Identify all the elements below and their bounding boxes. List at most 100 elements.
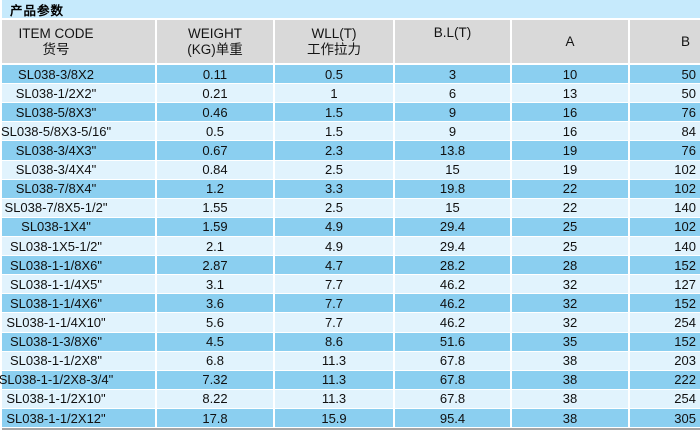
- cell-weight: 0.21: [155, 84, 273, 103]
- cell-a: 32: [510, 313, 628, 332]
- cell-b: 102: [628, 217, 700, 236]
- cell-a: 35: [510, 332, 628, 351]
- cell-bl: 9: [393, 103, 510, 122]
- column-header-wll: WLL(T) 工作拉力: [273, 20, 393, 63]
- cell-bl: 46.2: [393, 275, 510, 294]
- cell-a: 16: [510, 103, 628, 122]
- cell-weight: 2.87: [155, 256, 273, 275]
- table-row: SL038-1X5-1/2" 2.1 4.9 29.4 25 140: [2, 236, 700, 257]
- cell-a: 28: [510, 256, 628, 275]
- table-row: SL038-3/4X4" 0.84 2.5 15 19 102: [2, 160, 700, 180]
- cell-weight: 0.67: [155, 141, 273, 160]
- cell-item-code: SL038-5/8X3-5/16": [1, 122, 155, 141]
- cell-a: 38: [510, 389, 628, 408]
- table-row: SL038-1-1/4X6" 3.6 7.7 46.2 32 152: [2, 294, 700, 314]
- cell-wll: 7.7: [273, 294, 393, 313]
- cell-item-code: SL038-1-1/4X6": [2, 294, 155, 313]
- column-header-a: A: [510, 20, 628, 63]
- table-row: SL038-1-1/4X5" 3.1 7.7 46.2 32 127: [2, 275, 700, 295]
- cell-a: 19: [510, 141, 628, 160]
- cell-bl: 95.4: [393, 408, 510, 428]
- cell-a: 13: [510, 84, 628, 103]
- cell-a: 22: [510, 198, 628, 217]
- cell-weight: 3.6: [155, 294, 273, 313]
- cell-item-code: SL038-1-1/4X10": [2, 313, 155, 332]
- cell-bl: 67.8: [393, 370, 510, 389]
- cell-bl: 13.8: [393, 141, 510, 160]
- cell-item-code: SL038-3/4X3": [2, 141, 155, 160]
- cell-wll: 1.5: [273, 103, 393, 122]
- cell-weight: 0.5: [155, 122, 273, 141]
- cell-wll: 2.5: [273, 198, 393, 217]
- cell-item-code: SL038-5/8X3": [2, 103, 155, 122]
- cell-b: 76: [628, 103, 700, 122]
- column-header-b: B: [628, 20, 700, 63]
- cell-item-code: SL038-7/8X4": [2, 179, 155, 198]
- cell-b: 76: [628, 141, 700, 160]
- cell-bl: 3: [393, 65, 510, 84]
- cell-b: 140: [628, 198, 700, 217]
- cell-item-code: SL038-1-1/2X12": [2, 408, 155, 428]
- cell-b: 152: [628, 256, 700, 275]
- cell-b: 50: [628, 65, 700, 84]
- cell-wll: 7.7: [273, 275, 393, 294]
- cell-bl: 29.4: [393, 217, 510, 236]
- cell-wll: 2.3: [273, 141, 393, 160]
- cell-wll: 3.3: [273, 179, 393, 198]
- cell-a: 10: [510, 65, 628, 84]
- cell-item-code: SL038-1-1/2X8-3/4": [0, 370, 155, 389]
- cell-bl: 28.2: [393, 256, 510, 275]
- cell-wll: 4.9: [273, 236, 393, 256]
- cell-bl: 9: [393, 122, 510, 141]
- cell-item-code: SL038-1-1/8X6": [2, 256, 155, 275]
- cell-wll: 0.5: [273, 65, 393, 84]
- table-row: SL038-3/8X2 0.11 0.5 3 10 50: [2, 65, 700, 85]
- table-row: SL038-5/8X3" 0.46 1.5 9 16 76: [2, 103, 700, 123]
- cell-b: 203: [628, 351, 700, 370]
- table-row: SL038-7/8X5-1/2" 1.55 2.5 15 22 140: [2, 198, 700, 218]
- cell-wll: 15.9: [273, 408, 393, 428]
- cell-b: 84: [628, 122, 700, 141]
- cell-item-code: SL038-7/8X5-1/2": [2, 198, 155, 217]
- cell-item-code: SL038-1/2X2": [2, 84, 155, 103]
- cell-b: 127: [628, 275, 700, 294]
- cell-wll: 4.9: [273, 217, 393, 236]
- cell-wll: 11.3: [273, 351, 393, 370]
- cell-item-code: SL038-3/8X2: [2, 65, 155, 84]
- cell-item-code: SL038-1-1/2X10": [2, 389, 155, 408]
- cell-a: 38: [510, 351, 628, 370]
- cell-weight: 2.1: [155, 236, 273, 256]
- cell-b: 102: [628, 179, 700, 198]
- cell-weight: 8.22: [155, 389, 273, 408]
- cell-wll: 2.5: [273, 160, 393, 179]
- table-row: SL038-1-1/8X6" 2.87 4.7 28.2 28 152: [2, 256, 700, 276]
- section-title-bar: 产品参数: [2, 0, 700, 18]
- cell-b: 305: [628, 408, 700, 428]
- table-row: SL038-5/8X3-5/16" 0.5 1.5 9 16 84: [1, 122, 700, 142]
- cell-weight: 0.84: [155, 160, 273, 179]
- cell-weight: 0.11: [155, 65, 273, 84]
- cell-item-code: SL038-1X4": [2, 217, 155, 236]
- cell-bl: 46.2: [393, 313, 510, 332]
- cell-wll: 11.3: [273, 389, 393, 408]
- cell-wll: 8.6: [273, 332, 393, 351]
- spec-table-body: SL038-3/8X2 0.11 0.5 3 10 50 SL038-1/2X2" 0.21 1…: [0, 65, 700, 429]
- cell-a: 22: [510, 179, 628, 198]
- cell-bl: 67.8: [393, 389, 510, 408]
- cell-a: 19: [510, 160, 628, 179]
- table-row: SL038-1-1/2X8-3/4" 7.32 11.3 67.8 38 222: [0, 370, 700, 390]
- cell-wll: 1: [273, 84, 393, 103]
- cell-a: 38: [510, 408, 628, 428]
- cell-item-code: SL038-1X5-1/2": [2, 236, 155, 256]
- cell-weight: 5.6: [155, 313, 273, 332]
- cell-weight: 1.59: [155, 217, 273, 236]
- column-header-bl: B.L(T): [393, 20, 510, 63]
- cell-bl: 46.2: [393, 294, 510, 313]
- cell-weight: 1.55: [155, 198, 273, 217]
- table-row: SL038-3/4X3" 0.67 2.3 13.8 19 76: [2, 141, 700, 161]
- cell-weight: 4.5: [155, 332, 273, 351]
- cell-weight: 6.8: [155, 351, 273, 370]
- cell-bl: 67.8: [393, 351, 510, 370]
- cell-bl: 15: [393, 160, 510, 179]
